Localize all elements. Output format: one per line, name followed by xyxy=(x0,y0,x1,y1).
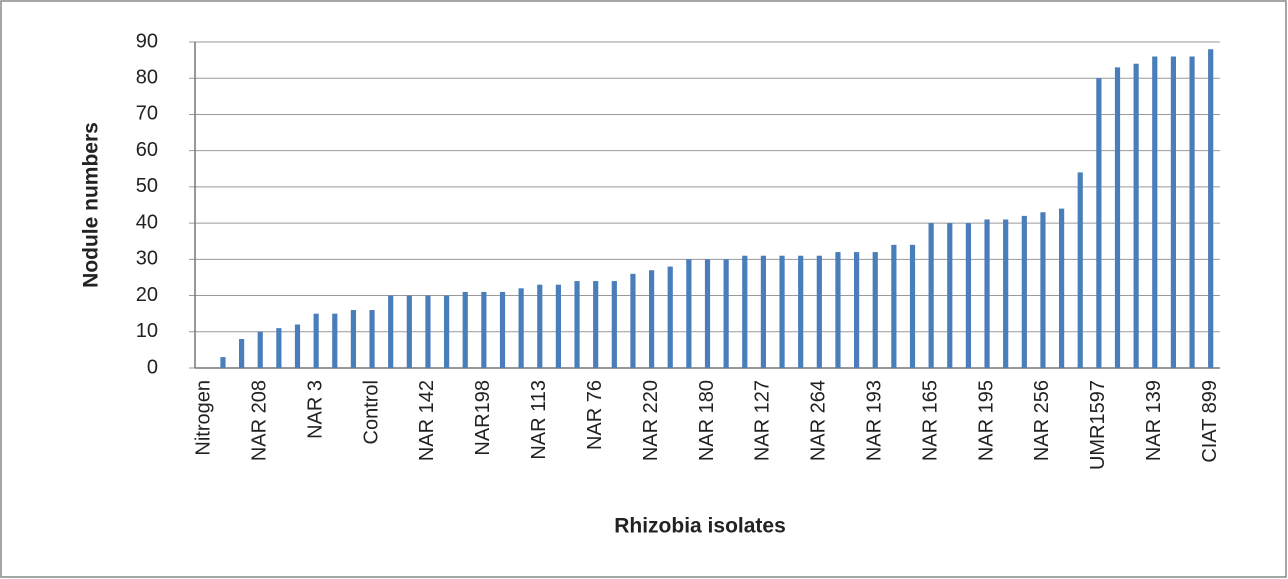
x-tick-label: CIAT 899 xyxy=(1199,380,1221,463)
bar xyxy=(611,281,617,368)
bar xyxy=(499,291,506,368)
bar xyxy=(518,288,524,368)
x-tick-label: NAR 142 xyxy=(416,380,438,461)
bar xyxy=(1133,63,1139,368)
bar xyxy=(555,284,562,368)
bar xyxy=(574,281,580,368)
y-tick-label: 10 xyxy=(136,320,158,342)
bar xyxy=(984,219,990,368)
bar xyxy=(891,244,897,368)
x-tick-label: Control xyxy=(360,380,382,444)
x-tick-label: NAR 208 xyxy=(249,380,271,461)
bar xyxy=(742,255,748,368)
x-tick-label: NAR 256 xyxy=(1031,380,1053,461)
bar xyxy=(462,291,468,368)
y-axis-title: Nodule numbers xyxy=(80,122,103,288)
bar xyxy=(1058,208,1065,368)
bar xyxy=(220,357,226,368)
x-tick-label: NAR 264 xyxy=(808,380,830,461)
bar xyxy=(779,255,785,368)
bar xyxy=(723,259,729,368)
bar xyxy=(872,252,878,368)
x-tick-label: NAR 3 xyxy=(304,380,326,439)
x-tick-label: NAR 113 xyxy=(528,380,550,460)
x-tick-label: NAR198 xyxy=(472,380,494,456)
bar xyxy=(443,295,450,368)
y-tick-label: 40 xyxy=(136,211,158,233)
bar xyxy=(667,266,673,368)
bar xyxy=(1040,212,1046,368)
x-tick-label: NAR 220 xyxy=(640,380,662,461)
x-tick-label: NAR 180 xyxy=(696,380,718,461)
y-tick-label: 60 xyxy=(136,139,158,161)
bar xyxy=(276,328,282,368)
bar xyxy=(1096,78,1102,368)
bar xyxy=(313,313,319,368)
bar xyxy=(686,259,692,368)
bar xyxy=(1114,67,1121,368)
y-tick-label: 80 xyxy=(136,67,158,89)
y-tick-label: 20 xyxy=(136,284,158,306)
y-tick-label: 70 xyxy=(136,103,158,125)
bar xyxy=(238,339,245,368)
x-tick-label: NAR 165 xyxy=(919,380,941,461)
bar xyxy=(1208,49,1214,368)
bar xyxy=(798,255,804,368)
bar xyxy=(1189,56,1195,368)
bar xyxy=(853,252,860,368)
x-axis-title: Rhizobia isolates xyxy=(614,515,786,538)
x-tick-label: UMR1597 xyxy=(1087,380,1109,470)
bar xyxy=(350,310,357,368)
bar xyxy=(294,324,301,368)
bar xyxy=(648,270,655,368)
bar xyxy=(425,295,431,368)
bar xyxy=(1021,215,1027,368)
bar xyxy=(965,223,972,368)
bar xyxy=(1077,172,1083,368)
bar xyxy=(947,223,953,368)
bar xyxy=(760,255,767,368)
x-tick-label: NAR 76 xyxy=(584,380,606,450)
bar xyxy=(406,295,412,368)
bar xyxy=(332,313,338,368)
y-tick-label: 30 xyxy=(136,248,158,270)
x-tick-label: NAR 127 xyxy=(752,380,774,461)
bar xyxy=(1170,56,1177,368)
bar xyxy=(704,259,711,368)
x-tick-label: NAR 193 xyxy=(864,380,886,461)
bar xyxy=(909,244,916,368)
bar xyxy=(928,223,934,368)
y-tick-label: 0 xyxy=(147,356,158,378)
bar xyxy=(1152,56,1158,368)
x-tick-label: NAR 139 xyxy=(1143,380,1165,461)
y-tick-label: 90 xyxy=(136,30,158,52)
x-tick-label: Nitrogen xyxy=(193,380,215,456)
y-tick-label: 50 xyxy=(136,175,158,197)
bar xyxy=(257,331,263,368)
bar xyxy=(593,281,599,368)
bar xyxy=(1003,219,1009,368)
bar xyxy=(835,252,841,368)
bar xyxy=(481,291,487,368)
bar xyxy=(816,255,822,368)
bar xyxy=(537,284,543,368)
bar xyxy=(369,310,375,368)
bar xyxy=(388,295,394,368)
bar xyxy=(630,273,636,368)
x-tick-label: NAR 195 xyxy=(975,380,997,461)
